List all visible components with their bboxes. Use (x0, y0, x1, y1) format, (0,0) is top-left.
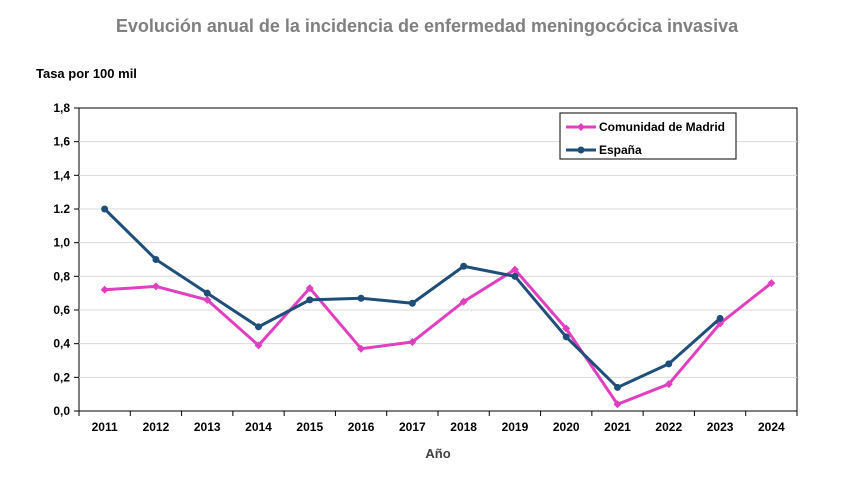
y-tick-label: 1,8 (53, 101, 70, 115)
series-lines (100, 205, 776, 409)
legend-marker-madrid (577, 123, 585, 131)
data-point-madrid (305, 284, 314, 293)
x-axis-label: Año (425, 446, 451, 461)
x-tick-label: 2018 (450, 420, 477, 434)
data-point-espana (511, 272, 519, 280)
legend-label-espana: España (599, 143, 642, 157)
gridlines (79, 141, 797, 378)
y-axis-ticks: 0,0 0,2 0,4 0,6 0,8 1,0 1.2 1,4 1,6 1,8 (53, 101, 79, 418)
legend-marker-espana (577, 146, 585, 154)
x-tick-label: 2013 (194, 420, 221, 434)
y-tick-label: 1,4 (53, 168, 70, 182)
data-point-madrid (254, 341, 263, 350)
data-point-espana (255, 323, 262, 331)
x-tick-label: 2019 (502, 420, 529, 434)
data-point-madrid (767, 279, 776, 288)
series-line-madrid (104, 267, 773, 407)
y-axis-label: Tasa por 100 mil (36, 66, 137, 81)
data-point-espana (357, 294, 365, 302)
data-point-espana (614, 383, 621, 391)
x-tick-label: 2021 (604, 420, 631, 434)
x-tick-label: 2020 (553, 420, 580, 434)
chart-title: Evolución anual de la incidencia de enfe… (115, 16, 739, 36)
x-tick-label: 2015 (296, 420, 323, 434)
data-point-espana (408, 299, 416, 307)
y-tick-label: 1.2 (53, 202, 70, 216)
x-tick-label: 2023 (707, 420, 734, 434)
data-point-espana (562, 333, 570, 341)
data-point-madrid (100, 285, 109, 294)
y-tick-label: 1,0 (53, 236, 70, 250)
data-point-madrid (408, 337, 417, 346)
data-point-espana (716, 314, 724, 322)
data-point-madrid (613, 400, 622, 409)
data-point-madrid (510, 265, 519, 274)
data-point-madrid (664, 380, 673, 389)
data-point-espana (152, 256, 160, 263)
y-tick-label: 0,2 (53, 370, 70, 384)
x-tick-label: 2024 (758, 420, 785, 434)
data-point-espana (306, 296, 314, 304)
y-tick-label: 0,4 (53, 337, 70, 351)
x-tick-label: 2016 (348, 420, 375, 434)
y-tick-label: 1,6 (53, 135, 70, 149)
data-point-espana (101, 205, 109, 213)
data-point-espana (203, 289, 211, 297)
data-point-espana (460, 262, 468, 270)
x-tick-label: 2012 (143, 420, 170, 434)
data-point-madrid (357, 344, 366, 353)
y-tick-label: 0,0 (53, 404, 70, 418)
x-tick-label: 2022 (655, 420, 682, 434)
x-tick-label: 2011 (92, 420, 118, 434)
x-tick-label: 2014 (245, 420, 272, 434)
y-tick-label: 0,8 (53, 269, 70, 283)
data-point-madrid (562, 324, 571, 333)
x-tick-label: 2017 (399, 420, 426, 434)
legend: Comunidad de Madrid España (559, 112, 737, 160)
data-point-madrid (203, 295, 212, 304)
y-tick-label: 0,6 (53, 303, 70, 317)
data-point-madrid (151, 282, 160, 291)
data-point-espana (665, 360, 673, 368)
data-point-madrid (459, 297, 468, 306)
x-axis-ticks: 2011 2012 2013 2014 2015 2016 2017 2018 2019 2020… (78, 411, 798, 434)
legend-label-madrid: Comunidad de Madrid (599, 120, 725, 134)
